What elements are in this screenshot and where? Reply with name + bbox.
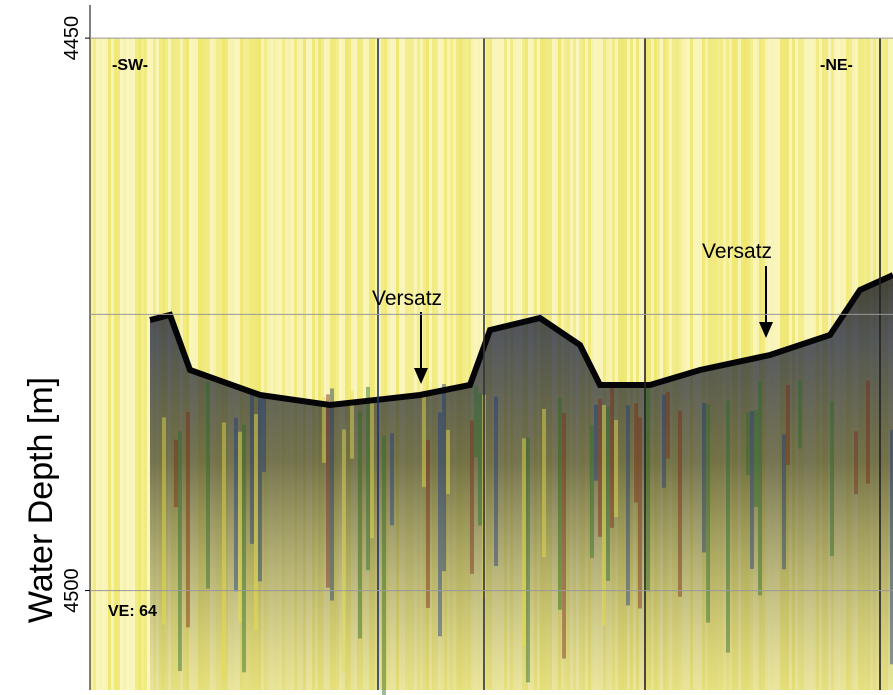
texture (330, 388, 334, 600)
texture (594, 405, 598, 481)
texture (542, 409, 546, 557)
texture (438, 413, 442, 637)
annotation: -SW- (112, 57, 148, 74)
texture (370, 397, 374, 538)
texture (702, 403, 706, 552)
y-axis-label: Water Depth [m] (22, 377, 60, 623)
texture (598, 399, 602, 537)
texture (614, 420, 618, 517)
texture (114, 38, 117, 690)
texture (93, 38, 96, 690)
texture (135, 38, 138, 690)
texture (470, 421, 474, 574)
texture (117, 38, 120, 690)
texture (206, 382, 210, 589)
texture (234, 418, 238, 591)
texture (662, 395, 666, 488)
texture (706, 404, 710, 622)
texture (646, 386, 650, 591)
texture (446, 430, 450, 494)
annotation: Versatz (372, 287, 442, 310)
texture (866, 381, 870, 484)
texture (522, 438, 526, 646)
texture (123, 38, 126, 690)
texture (222, 422, 226, 678)
texture (242, 425, 246, 673)
texture (262, 397, 266, 472)
texture (382, 436, 386, 695)
texture (250, 395, 254, 544)
texture (105, 38, 108, 690)
texture (854, 431, 858, 494)
annotation: VE: 64 (108, 603, 157, 620)
texture (746, 412, 750, 475)
texture (442, 384, 446, 571)
texture (422, 390, 426, 487)
texture (478, 393, 482, 525)
texture (342, 430, 346, 672)
texture (626, 405, 630, 605)
texture (186, 412, 190, 627)
texture (634, 403, 638, 502)
texture (174, 440, 178, 507)
texture (830, 402, 834, 557)
texture (474, 385, 478, 457)
texture (129, 38, 132, 690)
texture (120, 38, 123, 690)
texture (726, 401, 730, 653)
texture (132, 38, 135, 690)
texture (758, 381, 762, 595)
texture (111, 38, 114, 690)
texture (366, 387, 370, 570)
texture (254, 414, 258, 630)
texture (754, 410, 758, 507)
texture (678, 411, 682, 597)
chart: -SW- -NE- VE: 64 Versatz Versatz Water D… (0, 0, 893, 695)
profile-image (90, 38, 893, 695)
texture (326, 394, 330, 587)
texture (162, 417, 166, 624)
y-tick-label: 4500 (61, 568, 83, 613)
texture (666, 392, 670, 458)
texture (562, 413, 566, 658)
texture (138, 38, 141, 690)
texture (750, 411, 754, 569)
texture (126, 38, 129, 690)
texture (258, 398, 262, 581)
y-tick-label: 4450 (61, 16, 83, 61)
texture (96, 38, 99, 690)
texture (782, 434, 786, 569)
texture (358, 411, 362, 638)
texture (590, 425, 594, 558)
texture (638, 417, 642, 608)
texture (102, 38, 105, 690)
texture (526, 438, 530, 683)
texture (144, 38, 147, 690)
texture (390, 433, 394, 525)
texture (99, 38, 102, 690)
texture (178, 431, 182, 671)
annotation: -NE- (820, 57, 853, 74)
texture (238, 432, 242, 623)
texture (147, 38, 150, 690)
texture (108, 38, 111, 690)
texture (494, 397, 498, 566)
texture (141, 38, 144, 690)
texture (786, 385, 790, 465)
annotation: Versatz (702, 240, 772, 263)
texture (558, 398, 562, 610)
texture (602, 405, 606, 625)
texture (426, 440, 430, 608)
texture (606, 407, 610, 581)
texture (798, 380, 802, 448)
texture (610, 387, 614, 528)
